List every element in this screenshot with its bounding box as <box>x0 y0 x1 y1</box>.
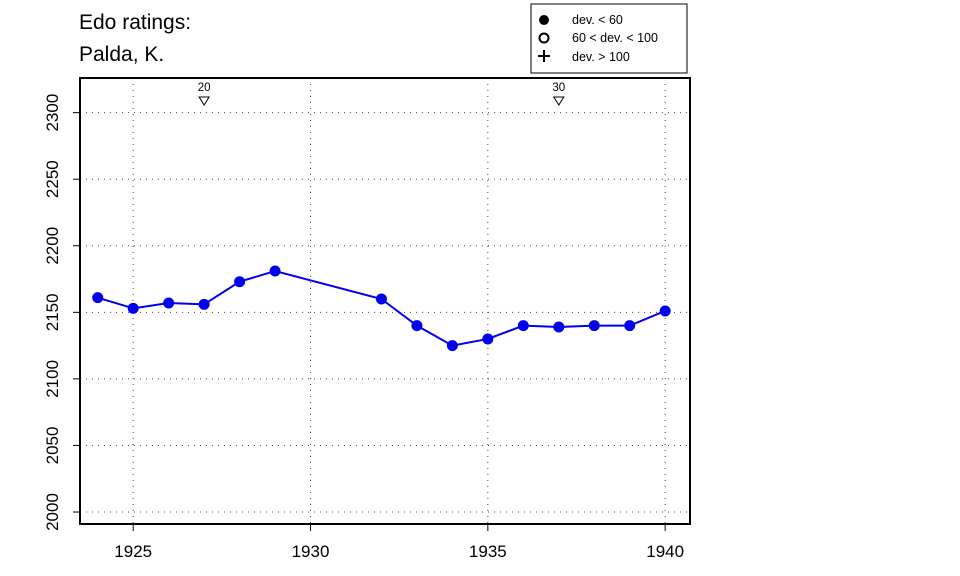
data-point <box>553 321 565 333</box>
data-point <box>375 293 387 305</box>
series-line <box>97 270 666 347</box>
data-point <box>127 302 139 314</box>
data-point <box>198 298 210 310</box>
grid-lines <box>80 78 690 524</box>
data-point <box>624 320 636 332</box>
x-tick-label: 1930 <box>292 542 330 561</box>
data-point <box>446 340 458 352</box>
series <box>92 265 671 352</box>
x-tick-label: 1940 <box>646 542 684 561</box>
y-tick-label: 2250 <box>43 160 62 198</box>
game-count-label: 30 <box>552 82 565 94</box>
y-tick-label: 2050 <box>43 427 62 465</box>
data-point <box>163 297 175 309</box>
legend-box <box>530 3 688 74</box>
y-tick-label: 2100 <box>43 360 62 398</box>
data-point <box>411 320 423 332</box>
y-tick-labels: 2000 2050 2100 2150 2200 2250 2300 <box>43 94 62 531</box>
x-tick-labels: 1925 1930 1935 1940 <box>114 542 684 561</box>
data-point <box>517 320 529 332</box>
data-point <box>92 292 104 304</box>
x-tick-label: 1935 <box>469 542 507 561</box>
legend-label-2: 60 < dev. < 100 <box>572 31 658 45</box>
legend-open-circle-icon <box>538 32 550 44</box>
y-tick-label: 2300 <box>43 94 62 132</box>
chart-title: Edo ratings: Palda, K. <box>79 11 191 66</box>
annotations: 20 30 <box>198 82 565 106</box>
data-point <box>482 333 494 345</box>
title-line-2: Palda, K. <box>79 43 164 66</box>
title-line-1: Edo ratings: <box>79 11 191 34</box>
data-point <box>234 276 246 288</box>
data-point <box>659 305 671 317</box>
legend-label-3: dev. > 100 <box>572 50 630 64</box>
down-triangle-icon <box>552 96 565 106</box>
axes <box>73 77 691 531</box>
legend-plus-icon <box>538 50 550 62</box>
plot-frame <box>79 77 691 525</box>
data-point <box>269 265 281 277</box>
legend-label-1: dev. < 60 <box>572 13 623 27</box>
x-tick-label: 1925 <box>114 542 152 561</box>
y-tick-label: 2000 <box>43 493 62 531</box>
y-tick-label: 2200 <box>43 227 62 265</box>
legend: dev. < 60 60 < dev. < 100 dev. > 100 <box>530 3 688 74</box>
y-tick-label: 2150 <box>43 293 62 331</box>
data-point <box>588 320 600 332</box>
game-count-label: 20 <box>198 82 211 94</box>
legend-filled-circle-icon <box>539 15 549 25</box>
down-triangle-icon <box>198 96 211 106</box>
